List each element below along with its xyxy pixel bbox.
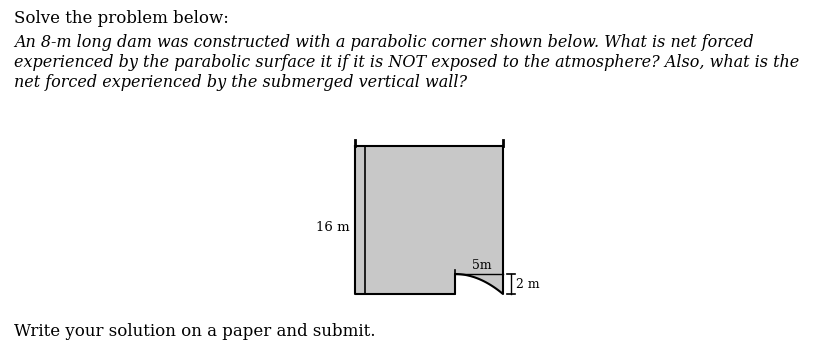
Text: Write your solution on a paper and submit.: Write your solution on a paper and submi…	[14, 323, 375, 340]
Text: net forced experienced by the submerged vertical wall?: net forced experienced by the submerged …	[14, 74, 467, 91]
Text: experienced by the parabolic surface it if it is NOT exposed to the atmosphere? : experienced by the parabolic surface it …	[14, 54, 799, 71]
Polygon shape	[355, 146, 503, 294]
Text: 5m: 5m	[472, 259, 492, 272]
Text: An 8-m long dam was constructed with a parabolic corner shown below. What is net: An 8-m long dam was constructed with a p…	[14, 34, 753, 51]
Text: Solve the problem below:: Solve the problem below:	[14, 10, 229, 27]
Text: 16 m: 16 m	[316, 221, 350, 234]
Text: 2 m: 2 m	[516, 278, 540, 290]
